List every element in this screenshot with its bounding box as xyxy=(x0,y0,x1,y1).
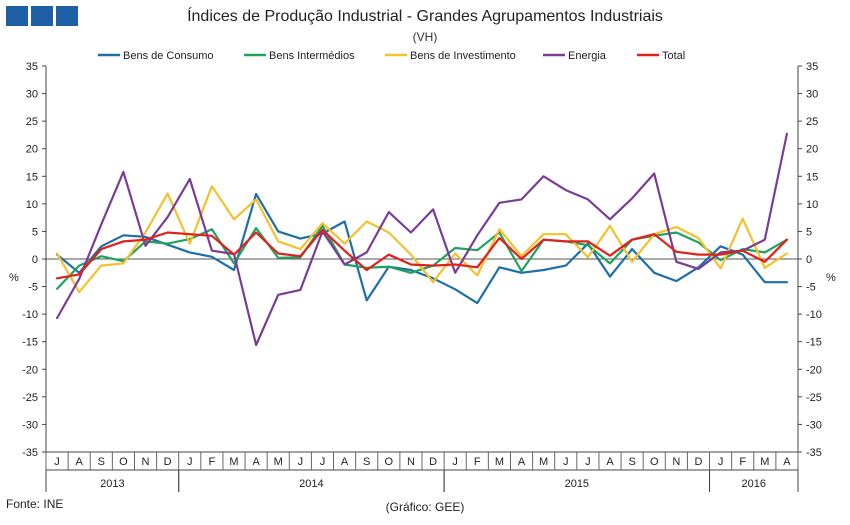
x-tick-label: F xyxy=(209,456,216,468)
y-tick-label-left: -35 xyxy=(22,447,38,459)
logo-block-icon xyxy=(6,6,28,26)
y-tick-label-left: 20 xyxy=(26,144,38,156)
series-layer xyxy=(55,132,789,347)
chart-title: Índices de Produção Industrial - Grandes… xyxy=(187,8,663,25)
series-line xyxy=(55,132,789,347)
y-tick-label-right: 15 xyxy=(806,171,818,183)
x-tick-label: O xyxy=(385,456,394,468)
logo-block-icon xyxy=(56,6,78,26)
chart-credit: (Gráfico: GEE) xyxy=(385,500,465,514)
y-tick-label-left: -25 xyxy=(22,392,38,404)
year-label: 2016 xyxy=(742,478,766,490)
y-tick-label-right: -35 xyxy=(806,447,822,459)
y-tick-label-right: -15 xyxy=(806,337,822,349)
x-tick-label: A xyxy=(783,456,791,468)
x-tick-label: F xyxy=(739,456,746,468)
y-tick-label-right: 35 xyxy=(806,61,818,73)
y-tick-label-left: 0 xyxy=(32,254,38,266)
x-tick-label: S xyxy=(363,456,370,468)
y-tick-label-left: -30 xyxy=(22,419,38,431)
x-tick-label: S xyxy=(98,456,105,468)
legend-entry: Total xyxy=(662,50,685,62)
logo-block-icon xyxy=(31,6,53,26)
y-tick-label-left: 15 xyxy=(26,171,38,183)
y-tick-label-right: 0 xyxy=(806,254,812,266)
y-tick-label-right: 30 xyxy=(806,89,818,101)
x-tick-label: J xyxy=(718,456,724,468)
x-tick-label: J xyxy=(563,456,569,468)
legend-entry: Bens Intermédios xyxy=(269,50,355,62)
year-label: 2014 xyxy=(299,478,323,490)
series-line xyxy=(55,192,789,305)
y-tick-label-left: -5 xyxy=(28,282,38,294)
y-tick-label-right: -10 xyxy=(806,309,822,321)
y-tick-label-right: 20 xyxy=(806,144,818,156)
x-tick-label: N xyxy=(672,456,680,468)
x-tick-label: O xyxy=(650,456,659,468)
x-tick-label: A xyxy=(252,456,260,468)
x-tick-label: D xyxy=(164,456,172,468)
legend-entry: Bens de Consumo xyxy=(123,50,214,62)
series-line xyxy=(55,185,789,294)
x-tick-label: N xyxy=(407,456,415,468)
x-tick-label: A xyxy=(76,456,84,468)
x-tick-label: M xyxy=(495,456,504,468)
x-tick-label: J xyxy=(452,456,458,468)
y-tick-label-right: -5 xyxy=(806,282,816,294)
y-tick-label-left: 30 xyxy=(26,89,38,101)
year-label: 2013 xyxy=(100,478,124,490)
legend-entry: Bens de Investimento xyxy=(410,50,516,62)
x-tick-label: J xyxy=(585,456,591,468)
x-tick-label: A xyxy=(341,456,349,468)
x-tick-label: A xyxy=(606,456,614,468)
series-line xyxy=(55,228,789,280)
y-tick-label-right: 25 xyxy=(806,116,818,128)
y-tick-label-left: 10 xyxy=(26,199,38,211)
y-tick-label-right: -20 xyxy=(806,364,822,376)
y-axis-label-left: % xyxy=(9,272,19,284)
year-label: 2015 xyxy=(565,478,589,490)
x-tick-label: F xyxy=(474,456,481,468)
brand-logo xyxy=(6,6,78,26)
x-tick-label: S xyxy=(628,456,635,468)
y-axis-label-right: % xyxy=(826,272,836,284)
y-tick-label-left: -15 xyxy=(22,337,38,349)
x-tick-label: J xyxy=(54,456,60,468)
chart-subtitle: (VH) xyxy=(412,30,438,44)
x-tick-label: M xyxy=(229,456,238,468)
x-tick-label: A xyxy=(518,456,526,468)
y-tick-label-left: 35 xyxy=(26,61,38,73)
chart-legend: Bens de Consumo Bens Intermédios Bens de I… xyxy=(98,50,685,62)
x-tick-label: J xyxy=(320,456,326,468)
y-tick-label-right: -30 xyxy=(806,419,822,431)
y-tick-label-right: 5 xyxy=(806,226,812,238)
x-tick-label: M xyxy=(274,456,283,468)
x-tick-label: M xyxy=(539,456,548,468)
y-tick-label-right: -25 xyxy=(806,392,822,404)
y-tick-label-left: -10 xyxy=(22,309,38,321)
y-tick-label-right: 10 xyxy=(806,199,818,211)
x-tick-label: D xyxy=(429,456,437,468)
legend-entry: Energia xyxy=(568,50,607,62)
y-tick-label-left: 5 xyxy=(32,226,38,238)
source-note: Fonte: INE xyxy=(6,497,64,511)
x-tick-label: D xyxy=(694,456,702,468)
x-tick-label: N xyxy=(142,456,150,468)
y-tick-label-left: 25 xyxy=(26,116,38,128)
x-tick-label: J xyxy=(187,456,193,468)
x-tick-label: O xyxy=(119,456,128,468)
y-tick-label-left: -20 xyxy=(22,364,38,376)
x-tick-label: J xyxy=(298,456,304,468)
x-tick-label: M xyxy=(760,456,769,468)
